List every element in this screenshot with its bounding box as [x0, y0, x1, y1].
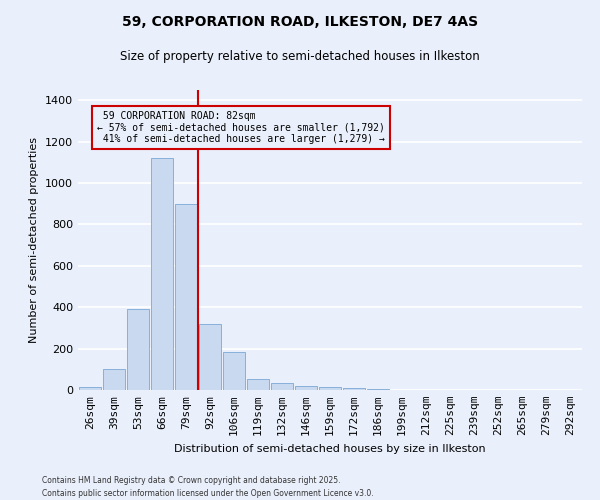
Y-axis label: Number of semi-detached properties: Number of semi-detached properties	[29, 137, 40, 343]
Bar	[367, 389, 389, 390]
Bar	[103, 370, 125, 390]
Text: 59 CORPORATION ROAD: 82sqm
← 57% of semi-detached houses are smaller (1,792)
 41: 59 CORPORATION ROAD: 82sqm ← 57% of semi…	[97, 110, 385, 144]
Text: Contains public sector information licensed under the Open Government Licence v3: Contains public sector information licen…	[42, 488, 374, 498]
Bar	[295, 386, 317, 390]
Bar	[319, 387, 341, 390]
Bar	[343, 388, 365, 390]
Bar	[79, 387, 101, 390]
Bar	[223, 352, 245, 390]
Bar	[271, 383, 293, 390]
Text: 59, CORPORATION ROAD, ILKESTON, DE7 4AS: 59, CORPORATION ROAD, ILKESTON, DE7 4AS	[122, 15, 478, 29]
Bar	[199, 324, 221, 390]
Bar	[151, 158, 173, 390]
Text: Size of property relative to semi-detached houses in Ilkeston: Size of property relative to semi-detach…	[120, 50, 480, 63]
Bar	[175, 204, 197, 390]
X-axis label: Distribution of semi-detached houses by size in Ilkeston: Distribution of semi-detached houses by …	[174, 444, 486, 454]
Text: Contains HM Land Registry data © Crown copyright and database right 2025.: Contains HM Land Registry data © Crown c…	[42, 476, 341, 485]
Bar	[247, 378, 269, 390]
Bar	[127, 310, 149, 390]
